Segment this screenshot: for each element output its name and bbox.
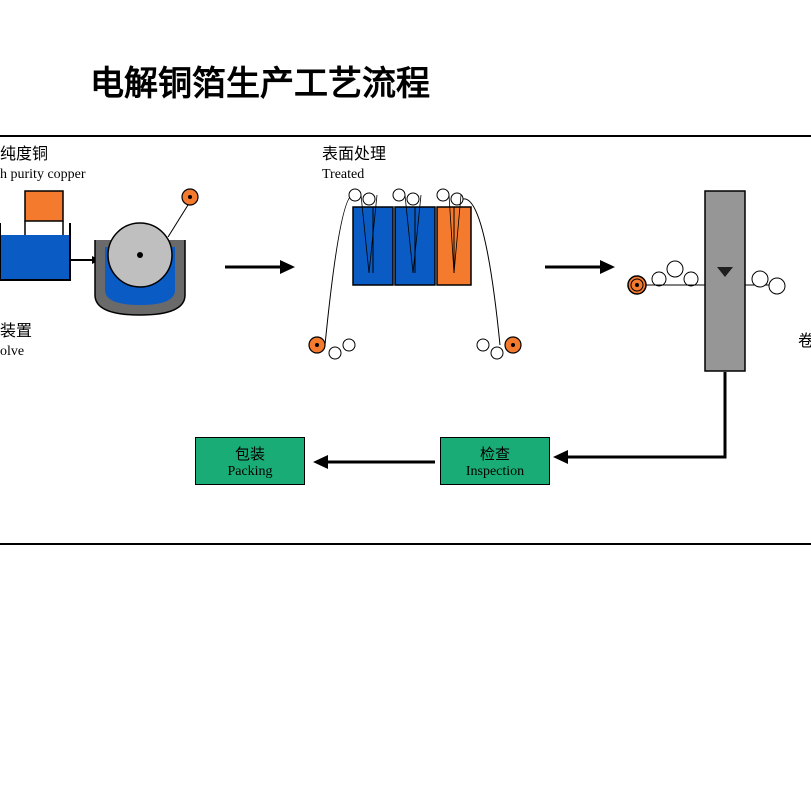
packing-en: Packing <box>227 464 272 480</box>
stage1-en: h purity copper <box>0 166 86 184</box>
inspection-cn: 检查 <box>480 443 510 464</box>
stage2-label: 表面处理 Treated <box>322 145 386 184</box>
arrow-down <box>550 372 730 482</box>
stage1-cn: 纯度铜 <box>0 145 86 166</box>
arrow-right-1 <box>225 257 295 277</box>
stage1b-en: olve <box>0 343 32 361</box>
diagram-frame: 纯度铜 h purity copper 装置 olve 表面处理 Treated… <box>0 135 811 545</box>
arrow-left <box>310 452 435 472</box>
stage2-cn: 表面处理 <box>322 145 386 166</box>
packing-box: 包装 Packing <box>195 437 305 485</box>
arrow-right-2 <box>545 257 615 277</box>
dissolve-icon <box>0 185 220 335</box>
inspection-box: 检查 Inspection <box>440 437 550 485</box>
stage2-en: Treated <box>322 166 386 184</box>
winding-icon <box>625 187 811 377</box>
inspection-en: Inspection <box>466 464 524 480</box>
page-title: 电解铜箔生产工艺流程 <box>90 56 430 105</box>
stage1-label: 纯度铜 h purity copper <box>0 145 86 184</box>
treatment-icon <box>305 185 525 385</box>
packing-cn: 包装 <box>235 443 265 464</box>
